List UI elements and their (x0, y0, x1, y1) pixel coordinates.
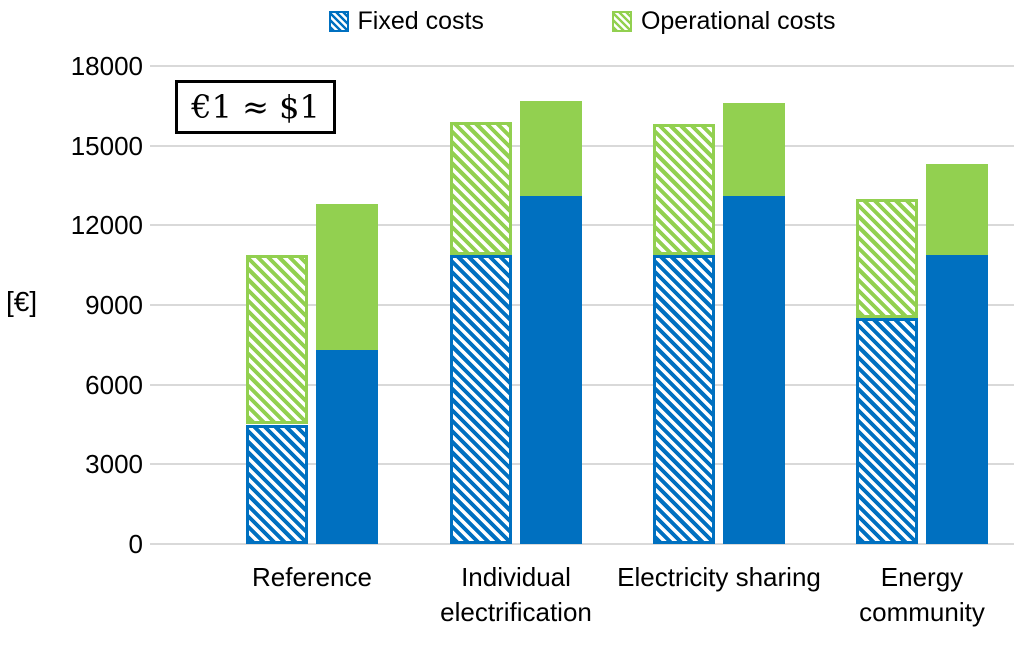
y-tick-label-3000: 3000 (85, 449, 143, 480)
gridline-9000 (150, 304, 1014, 306)
gridline-0 (150, 543, 1014, 545)
bar-reference-hatched-fixed-segment (246, 424, 308, 544)
bar-reference-solid-operational-segment (316, 204, 378, 351)
bar-individual-electrification-hatched-operational-segment (450, 121, 512, 255)
y-axis-title: [€] (6, 286, 38, 317)
bar-individual-electrification-solid-fixed-segment (520, 196, 582, 544)
y-tick-label-12000: 12000 (70, 210, 143, 241)
bar-energy-community-hatched-fixed-segment (856, 318, 918, 544)
gridline-18000 (150, 65, 1014, 67)
legend-label-fixed-costs: Fixed costs (357, 6, 484, 35)
legend-item-operational-costs: Operational costs (611, 6, 836, 35)
y-tick-label-6000: 6000 (85, 369, 143, 400)
bar-energy-community-solid-fixed-segment (926, 254, 988, 544)
x-category-label-reference: Reference (252, 562, 372, 592)
bar-electricity-sharing-hatched-operational-segment (653, 124, 715, 255)
y-tick-label-18000: 18000 (70, 51, 143, 81)
gridline-6000 (150, 383, 1014, 386)
legend-item-fixed-costs: Fixed costs (328, 6, 484, 35)
x-category-label-electricity-sharing: Electricity sharing (617, 562, 821, 592)
fixed-costs-hatch-swatch-icon (328, 10, 349, 32)
bar-electricity-sharing-hatched-fixed-segment (653, 254, 715, 544)
bar-energy-community-hatched-operational-segment (856, 198, 918, 319)
y-tick-label-9000: 9000 (85, 290, 143, 320)
x-category-label-energy-community: Energy community (859, 562, 985, 628)
legend: Fixed costs Operational costs (150, 4, 1014, 38)
bar-electricity-sharing-solid-operational-segment (723, 103, 785, 197)
bar-individual-electrification-solid-operational-segment (520, 100, 582, 197)
bar-reference-hatched-operational-segment (246, 254, 308, 425)
bar-electricity-sharing-solid-fixed-segment (723, 196, 785, 544)
gridline-3000 (150, 463, 1014, 466)
legend-label-operational-costs: Operational costs (640, 6, 836, 35)
bar-individual-electrification-hatched-fixed-segment (450, 254, 512, 544)
gridline-15000 (150, 144, 1014, 147)
gridline-12000 (150, 224, 1014, 227)
y-tick-label-15000: 15000 (70, 130, 143, 161)
bar-energy-community-solid-operational-segment (926, 164, 988, 255)
operational-costs-hatch-swatch-icon (611, 10, 632, 32)
bar-reference-solid-fixed-segment (316, 350, 378, 544)
exchange-rate-note: €1 ≈ $1 (175, 80, 336, 134)
x-category-label-individual-electrification: Individual electrification (440, 562, 592, 628)
y-tick-label-0: 0 (128, 529, 143, 559)
